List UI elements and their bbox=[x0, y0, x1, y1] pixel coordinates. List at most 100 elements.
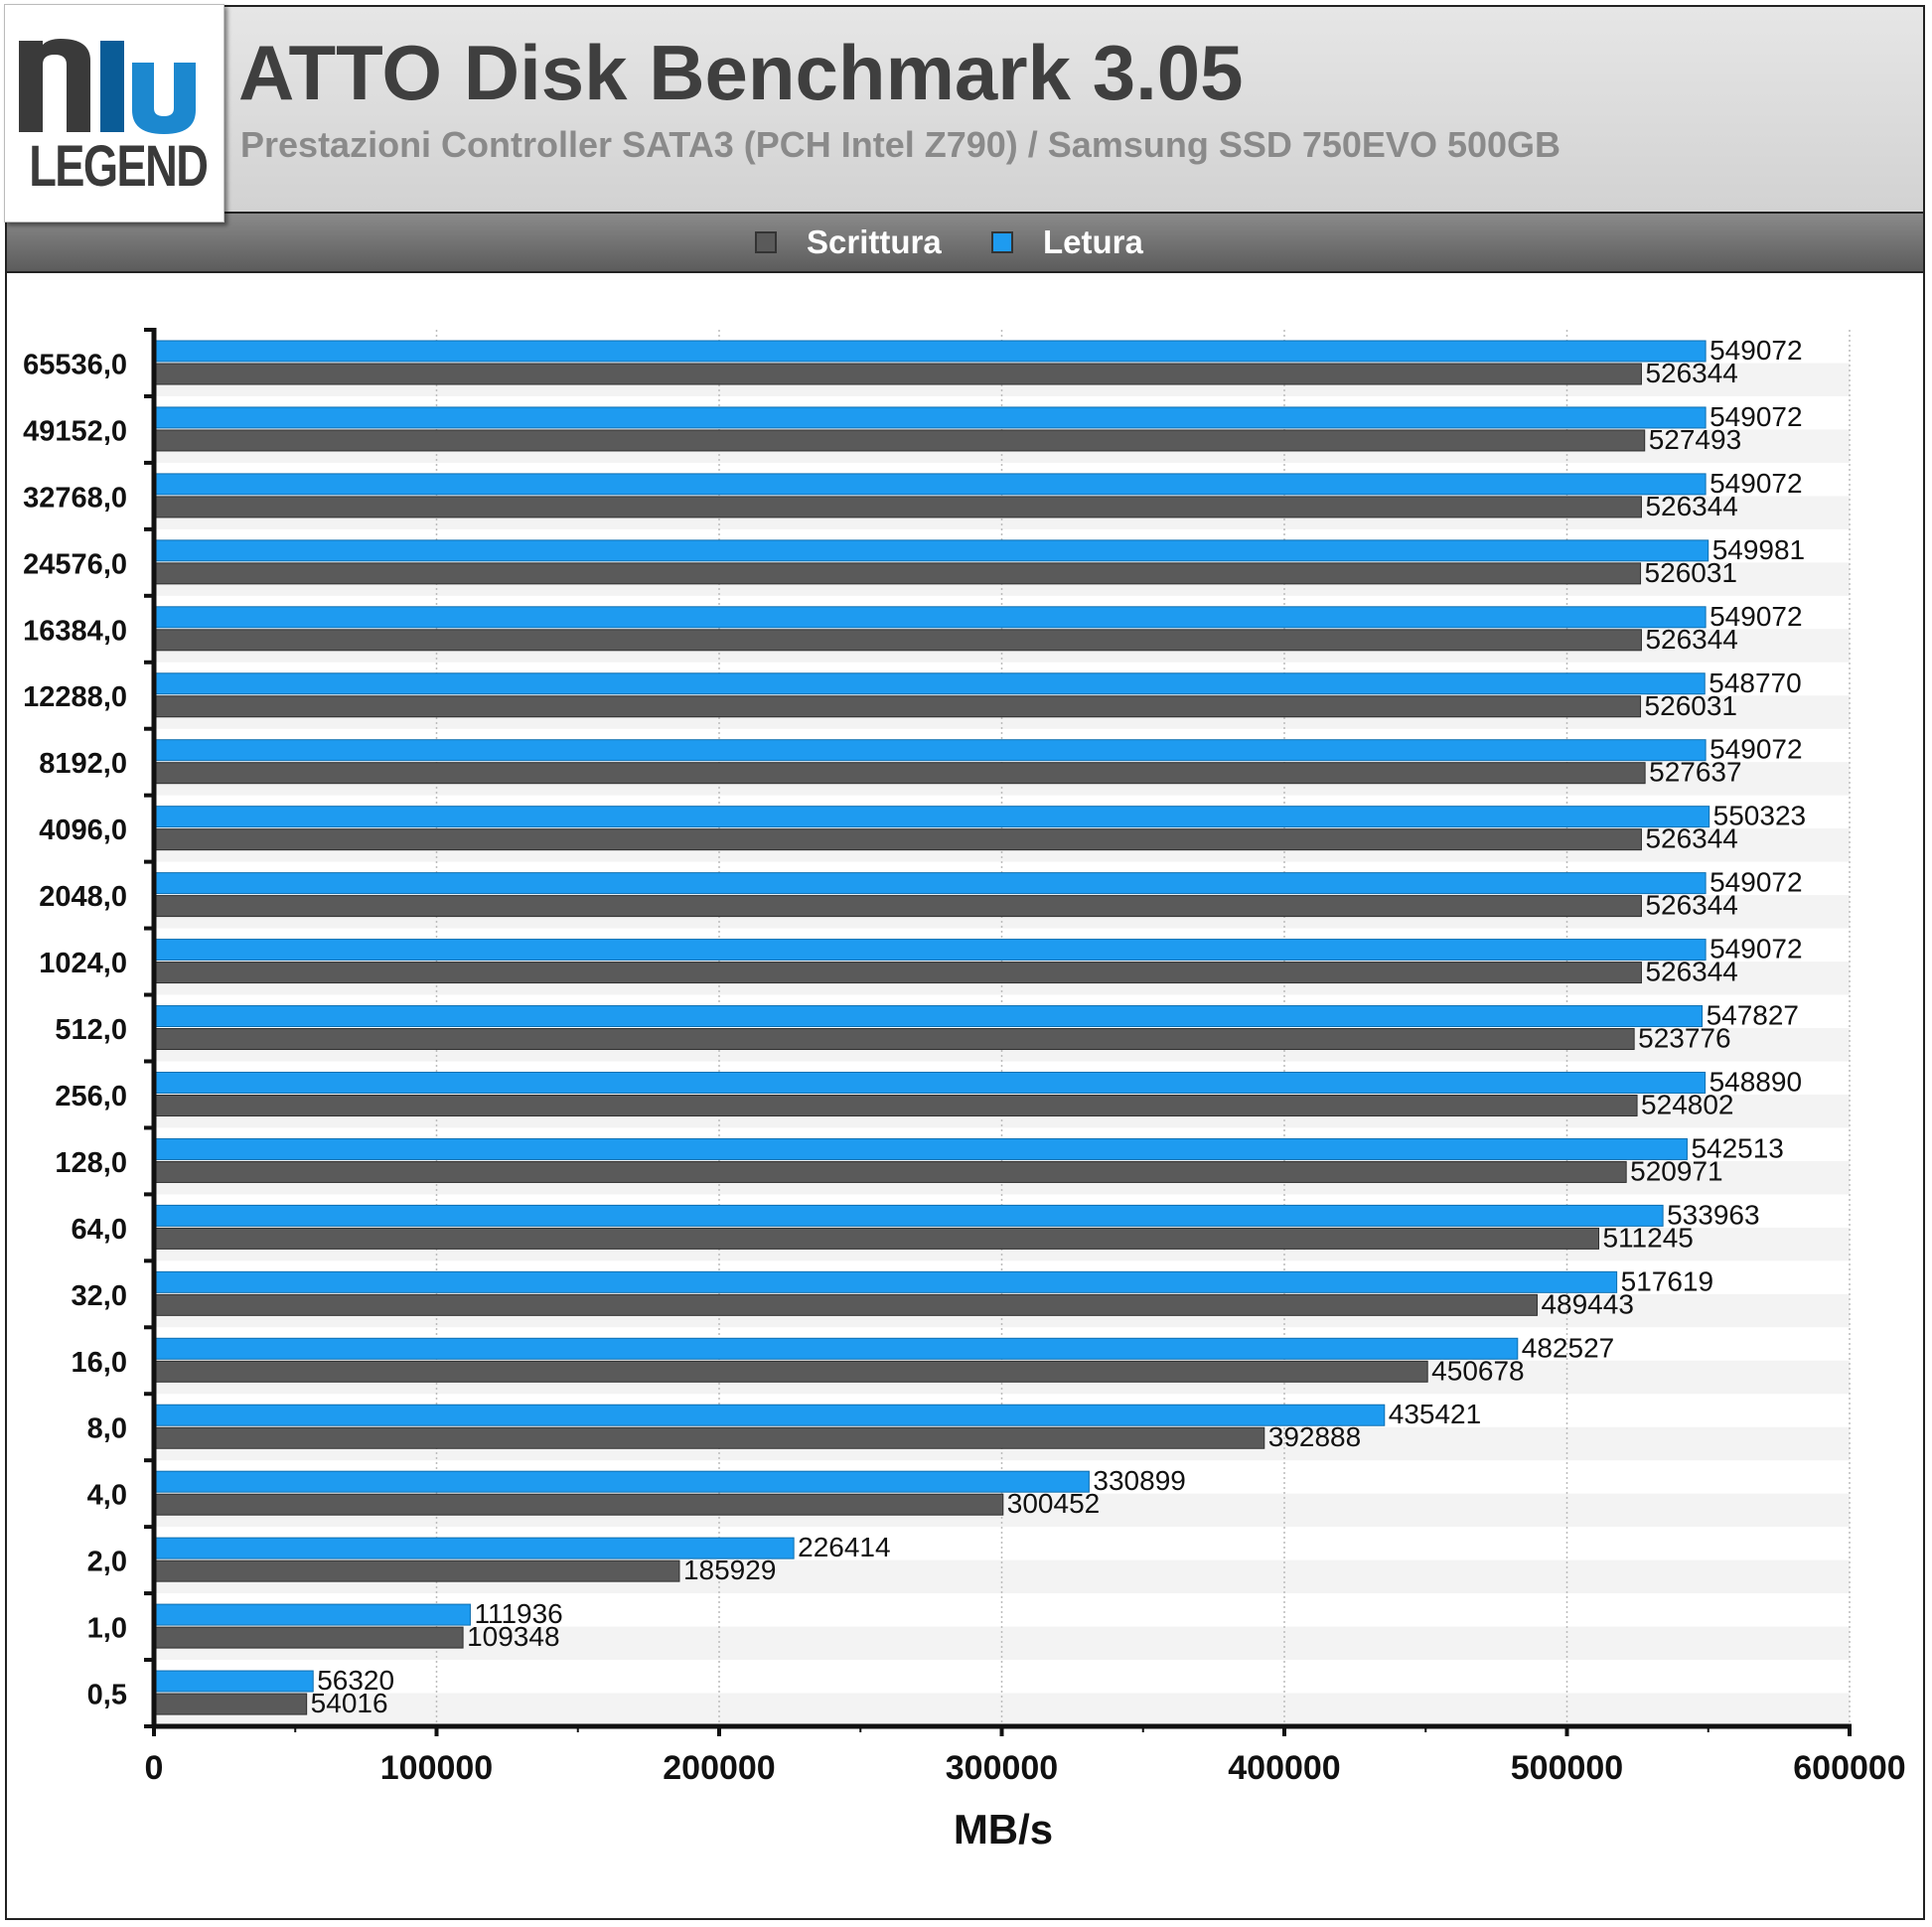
y-tick-label: 16,0 bbox=[72, 1347, 127, 1379]
bar-scrittura bbox=[153, 1493, 1004, 1516]
y-tick-label: 32768,0 bbox=[23, 482, 127, 514]
x-tick-label: 300000 bbox=[946, 1749, 1058, 1787]
data-label-letura: 542513 bbox=[1691, 1132, 1783, 1163]
y-tick-label: 24576,0 bbox=[23, 548, 127, 580]
bar-scrittura bbox=[153, 962, 1642, 984]
bar-letura bbox=[153, 872, 1707, 895]
x-tick-label: 100000 bbox=[380, 1749, 493, 1787]
y-tick-label: 8,0 bbox=[87, 1413, 127, 1445]
logo-text: LEGEND bbox=[29, 134, 209, 199]
data-label-letura: 517619 bbox=[1621, 1265, 1713, 1296]
data-label-scrittura: 526344 bbox=[1645, 823, 1737, 854]
bar-scrittura bbox=[153, 895, 1642, 918]
y-tick-label: 12288,0 bbox=[23, 681, 127, 713]
data-label-scrittura: 392888 bbox=[1268, 1421, 1361, 1452]
bar-scrittura bbox=[153, 1160, 1627, 1183]
y-tick-label: 32,0 bbox=[72, 1280, 127, 1312]
data-label-scrittura: 527637 bbox=[1649, 757, 1741, 788]
bar-scrittura bbox=[153, 1693, 308, 1715]
bar-letura bbox=[153, 672, 1706, 695]
data-label-letura: 547827 bbox=[1707, 1000, 1799, 1031]
bar-scrittura bbox=[153, 496, 1642, 519]
data-label-scrittura: 523776 bbox=[1638, 1023, 1730, 1054]
y-tick-label: 65536,0 bbox=[23, 349, 127, 380]
legend-bar bbox=[5, 212, 1925, 273]
data-label-letura: 435421 bbox=[1389, 1399, 1481, 1429]
legend-item-scrittura: Scrittura bbox=[755, 223, 942, 260]
data-label-letura: 549072 bbox=[1709, 734, 1802, 765]
data-label-scrittura: 526344 bbox=[1645, 890, 1737, 921]
data-label-scrittura: 489443 bbox=[1541, 1288, 1633, 1319]
y-tick-label: 512,0 bbox=[55, 1014, 127, 1046]
bar-scrittura bbox=[153, 1360, 1428, 1383]
y-tick-label: 1024,0 bbox=[39, 948, 127, 979]
bar-letura bbox=[153, 1670, 314, 1693]
bar-scrittura bbox=[153, 1626, 464, 1649]
bar-scrittura bbox=[153, 762, 1646, 785]
y-tick-label: 8192,0 bbox=[39, 748, 127, 780]
data-label-scrittura: 526344 bbox=[1645, 491, 1737, 521]
bar-letura bbox=[153, 1603, 471, 1626]
chart-subtitle: Prestazioni Controller SATA3 (PCH Intel … bbox=[240, 124, 1561, 165]
legend-label-letura: Letura bbox=[1043, 223, 1143, 260]
bar-letura bbox=[153, 939, 1707, 962]
site-logo: LEGEND bbox=[4, 4, 224, 222]
bar-scrittura bbox=[153, 629, 1642, 652]
data-label-scrittura: 450678 bbox=[1431, 1355, 1524, 1386]
bar-scrittura bbox=[153, 363, 1642, 385]
data-label-letura: 549072 bbox=[1709, 934, 1802, 964]
data-label-letura: 549072 bbox=[1709, 468, 1802, 499]
data-label-letura: 482527 bbox=[1522, 1332, 1614, 1363]
data-label-letura: 111936 bbox=[474, 1598, 562, 1629]
x-tick-label: 0 bbox=[145, 1749, 164, 1787]
data-label-letura: 548770 bbox=[1709, 667, 1801, 698]
data-label-letura: 549981 bbox=[1712, 534, 1805, 565]
y-tick-label: 1,0 bbox=[87, 1613, 127, 1645]
x-axis-title: MB/s bbox=[953, 1806, 1054, 1853]
data-label-scrittura: 526031 bbox=[1645, 690, 1737, 721]
bar-letura bbox=[153, 1337, 1519, 1360]
data-label-scrittura: 526344 bbox=[1645, 358, 1737, 388]
data-label-scrittura: 526344 bbox=[1645, 957, 1737, 987]
legend-swatch-scrittura bbox=[755, 231, 777, 253]
data-label-scrittura: 526031 bbox=[1645, 557, 1737, 588]
y-tick-label: 4096,0 bbox=[39, 815, 127, 846]
y-tick-label: 49152,0 bbox=[23, 415, 127, 447]
bar-letura bbox=[153, 806, 1710, 828]
data-label-letura: 549072 bbox=[1709, 401, 1802, 432]
bar-letura bbox=[153, 1137, 1688, 1160]
data-label-letura: 330899 bbox=[1093, 1465, 1185, 1496]
data-label-scrittura: 300452 bbox=[1007, 1488, 1100, 1519]
data-label-letura: 56320 bbox=[317, 1665, 394, 1696]
bar-letura bbox=[153, 539, 1709, 562]
data-label-scrittura: 185929 bbox=[683, 1555, 776, 1585]
data-label-scrittura: 520971 bbox=[1630, 1155, 1722, 1186]
data-label-letura: 533963 bbox=[1667, 1199, 1759, 1230]
bar-scrittura bbox=[153, 1227, 1599, 1250]
data-label-scrittura: 527493 bbox=[1649, 424, 1741, 455]
data-label-letura: 226414 bbox=[798, 1532, 890, 1562]
data-label-scrittura: 109348 bbox=[467, 1621, 559, 1652]
bar-letura bbox=[153, 1005, 1704, 1028]
x-tick-label: 500000 bbox=[1511, 1749, 1623, 1787]
chart-title: ATTO Disk Benchmark 3.05 bbox=[238, 29, 1244, 116]
bar-letura bbox=[153, 739, 1707, 762]
data-label-scrittura: 54016 bbox=[311, 1688, 388, 1718]
bar-scrittura bbox=[153, 1426, 1265, 1449]
x-tick-label: 400000 bbox=[1228, 1749, 1340, 1787]
y-tick-label: 4,0 bbox=[87, 1480, 127, 1512]
bar-letura bbox=[153, 1071, 1707, 1094]
data-label-letura: 550323 bbox=[1713, 801, 1806, 831]
x-tick-label: 600000 bbox=[1793, 1749, 1905, 1787]
y-tick-label: 2048,0 bbox=[39, 881, 127, 913]
bar-scrittura bbox=[153, 1559, 680, 1582]
data-label-scrittura: 526344 bbox=[1645, 624, 1737, 655]
data-label-letura: 548890 bbox=[1709, 1066, 1802, 1097]
data-label-letura: 549072 bbox=[1709, 335, 1802, 366]
header-panel bbox=[5, 5, 1925, 214]
y-tick-label: 256,0 bbox=[55, 1081, 127, 1112]
y-tick-label: 2,0 bbox=[87, 1547, 127, 1578]
bar-scrittura bbox=[153, 1094, 1638, 1116]
bar-letura bbox=[153, 1204, 1664, 1227]
